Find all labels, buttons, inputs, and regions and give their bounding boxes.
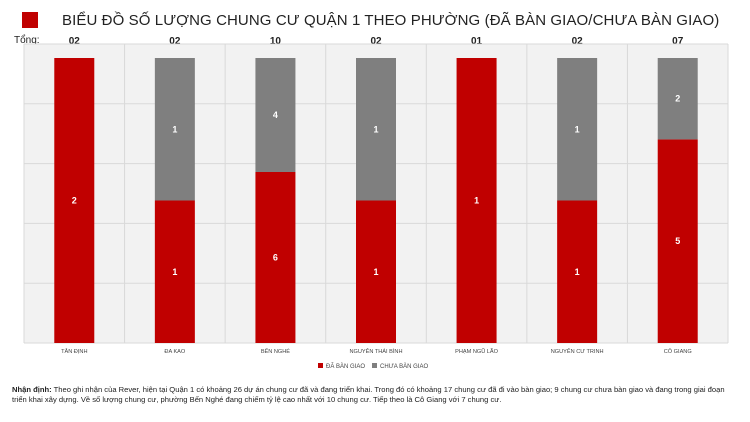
x-tick-label: BẾN NGHÉ (261, 348, 290, 355)
category-total: 10 (269, 36, 281, 47)
bar-segment-chua-ban-giao (255, 58, 296, 172)
title-marker (22, 12, 38, 28)
category-total: 07 (672, 36, 684, 47)
chart-title: BIỂU ĐỒ SỐ LƯỢNG CHUNG CƯ QUẬN 1 THEO PH… (62, 11, 720, 29)
note-label: Nhận định: (12, 385, 52, 394)
x-tick-label: CÔ GIANG (664, 348, 692, 355)
bar-segment-da-ban-giao (557, 200, 598, 343)
legend-swatch (318, 363, 323, 368)
x-tick-label: ĐA KAO (164, 349, 185, 355)
bar-value-label: 2 (675, 94, 680, 104)
x-tick-label: NGUYỄN THÁI BÌNH (349, 348, 402, 355)
chart-header: BIỂU ĐỒ SỐ LƯỢNG CHUNG CƯ QUẬN 1 THEO PH… (22, 8, 719, 32)
legend-label: ĐÃ BÀN GIAO (326, 363, 365, 370)
bar-value-label: 1 (575, 267, 580, 277)
analysis-note: Nhận định: Theo ghi nhận của Rever, hiện… (12, 385, 734, 405)
bar-segment-chua-ban-giao (657, 58, 698, 140)
bar-value-label: 1 (172, 124, 177, 134)
category-total: 02 (169, 36, 181, 47)
legend-label: CHƯA BÀN GIAO (380, 363, 428, 370)
bar-segment-chua-ban-giao (154, 58, 195, 201)
bar-value-label: 4 (273, 110, 278, 120)
bar-segment-da-ban-giao (456, 58, 497, 343)
bar-value-label: 1 (373, 124, 378, 134)
bar-value-label: 1 (172, 267, 177, 277)
bar-value-label: 1 (575, 124, 580, 134)
x-tick-label: TÂN ĐỊNH (61, 348, 87, 355)
bar-segment-da-ban-giao (356, 200, 396, 343)
bar-value-label: 5 (675, 236, 680, 246)
category-total: 02 (68, 36, 80, 47)
stacked-bar-chart: 2 TÂN ĐỊNH 1 1 ĐA KAO 6 4 BẾN NGHÉ 1 1 NGUYỄN THÁI… (23, 43, 729, 370)
bar-segment-chua-ban-giao (557, 58, 598, 201)
bar-segment-chua-ban-giao (356, 58, 396, 201)
bar-segment-da-ban-giao (154, 200, 195, 343)
bar-value-label: 6 (273, 253, 278, 263)
totals-row: 02 02 10 02 01 02 07 (0, 36, 750, 50)
bar-value-label: 2 (72, 196, 77, 206)
category-total: 02 (571, 36, 583, 47)
bar-value-label: 1 (474, 196, 479, 206)
bar-segment-da-ban-giao (255, 172, 296, 343)
bar-segment-da-ban-giao (54, 58, 95, 343)
legend-swatch (372, 363, 377, 368)
category-total: 01 (471, 36, 483, 47)
x-tick-label: PHẠM NGŨ LÃO (455, 348, 499, 355)
totals-label: Tổng: (14, 35, 40, 46)
x-tick-label: NGUYỄN CƯ TRINH (551, 348, 604, 355)
category-total: 02 (370, 36, 382, 47)
bar-value-label: 1 (373, 267, 378, 277)
note-text: Theo ghi nhận của Rever, hiện tại Quận 1… (12, 385, 725, 404)
bar-segment-da-ban-giao (657, 139, 698, 343)
